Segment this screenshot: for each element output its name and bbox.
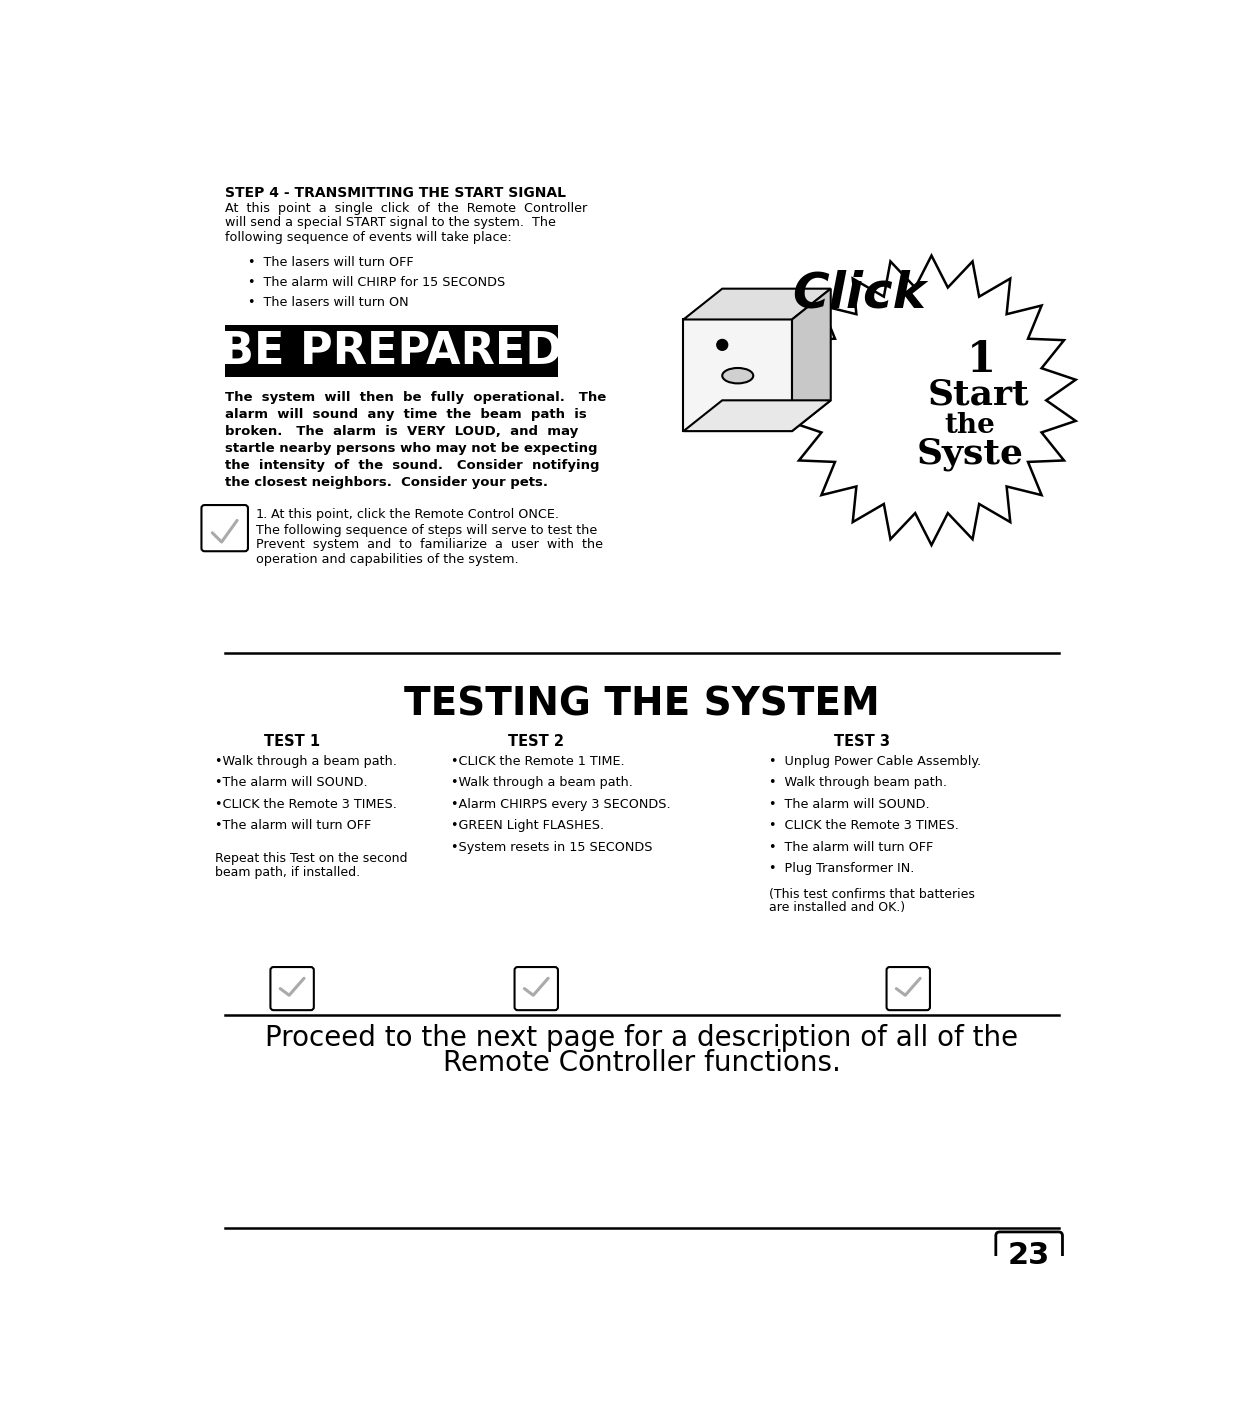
Text: •CLICK the Remote 1 TIME.: •CLICK the Remote 1 TIME. (451, 755, 625, 768)
Text: are installed and OK.): are installed and OK.) (769, 900, 905, 914)
Text: Repeat this Test on the second: Repeat this Test on the second (214, 852, 407, 865)
Text: At this point, click the Remote Control ONCE.: At this point, click the Remote Control … (272, 508, 560, 521)
Text: 23: 23 (1008, 1242, 1050, 1270)
Polygon shape (684, 401, 831, 432)
Text: The  system  will  then  be  fully  operational.   The: The system will then be fully operationa… (224, 391, 606, 404)
Text: startle nearby persons who may not be expecting: startle nearby persons who may not be ex… (224, 442, 597, 454)
Text: TEST 3: TEST 3 (834, 734, 890, 749)
Text: BE PREPARED: BE PREPARED (220, 330, 562, 373)
Text: •  CLICK the Remote 3 TIMES.: • CLICK the Remote 3 TIMES. (769, 820, 959, 832)
Polygon shape (684, 289, 831, 319)
FancyBboxPatch shape (515, 967, 558, 1010)
Text: •  Walk through beam path.: • Walk through beam path. (769, 776, 947, 789)
Text: following sequence of events will take place:: following sequence of events will take p… (224, 231, 512, 244)
Circle shape (717, 340, 727, 350)
Ellipse shape (722, 368, 754, 384)
Text: alarm  will  sound  any  time  the  beam  path  is: alarm will sound any time the beam path … (224, 408, 586, 420)
FancyBboxPatch shape (270, 967, 314, 1010)
Text: •  Plug Transformer IN.: • Plug Transformer IN. (769, 862, 914, 875)
Text: •GREEN Light FLASHES.: •GREEN Light FLASHES. (451, 820, 605, 832)
Text: •Alarm CHIRPS every 3 SECONDS.: •Alarm CHIRPS every 3 SECONDS. (451, 797, 671, 811)
Text: •The alarm will turn OFF: •The alarm will turn OFF (214, 820, 371, 832)
Text: •System resets in 15 SECONDS: •System resets in 15 SECONDS (451, 841, 652, 854)
Text: Prevent  system  and  to  familiarize  a  user  with  the: Prevent system and to familiarize a user… (255, 538, 602, 552)
Text: The following sequence of steps will serve to test the: The following sequence of steps will ser… (255, 523, 597, 536)
Text: •  The alarm will SOUND.: • The alarm will SOUND. (769, 797, 929, 811)
Text: STEP 4 - TRANSMITTING THE START SIGNAL: STEP 4 - TRANSMITTING THE START SIGNAL (224, 186, 566, 200)
Text: Remote Controller functions.: Remote Controller functions. (443, 1048, 840, 1077)
Polygon shape (788, 255, 1075, 545)
Text: the closest neighbors.  Consider your pets.: the closest neighbors. Consider your pet… (224, 476, 547, 488)
Text: •  Unplug Power Cable Assembly.: • Unplug Power Cable Assembly. (769, 755, 980, 768)
Text: the: the (945, 412, 995, 439)
Text: TESTING THE SYSTEM: TESTING THE SYSTEM (404, 686, 879, 724)
Text: Start: Start (928, 377, 1029, 411)
Text: the  intensity  of  the  sound.   Consider  notifying: the intensity of the sound. Consider not… (224, 459, 600, 471)
Text: Click: Click (793, 270, 926, 317)
Text: •  The lasers will turn OFF: • The lasers will turn OFF (248, 255, 413, 268)
Text: •The alarm will SOUND.: •The alarm will SOUND. (214, 776, 367, 789)
Text: •Walk through a beam path.: •Walk through a beam path. (214, 755, 397, 768)
Text: TEST 2: TEST 2 (508, 734, 565, 749)
Polygon shape (793, 289, 831, 432)
Text: Syste: Syste (916, 437, 1024, 471)
Text: •  The alarm will turn OFF: • The alarm will turn OFF (769, 841, 933, 854)
Text: Proceed to the next page for a description of all of the: Proceed to the next page for a descripti… (265, 1024, 1018, 1053)
FancyBboxPatch shape (886, 967, 930, 1010)
FancyBboxPatch shape (202, 505, 248, 552)
Text: will send a special START signal to the system.  The: will send a special START signal to the … (224, 216, 556, 230)
FancyBboxPatch shape (995, 1232, 1063, 1280)
Text: •Walk through a beam path.: •Walk through a beam path. (451, 776, 632, 789)
Text: (This test confirms that batteries: (This test confirms that batteries (769, 888, 974, 900)
Text: •CLICK the Remote 3 TIMES.: •CLICK the Remote 3 TIMES. (214, 797, 397, 811)
Text: broken.   The  alarm  is  VERY  LOUD,  and  may: broken. The alarm is VERY LOUD, and may (224, 425, 578, 437)
FancyBboxPatch shape (224, 325, 558, 377)
Text: At  this  point  a  single  click  of  the  Remote  Controller: At this point a single click of the Remo… (224, 202, 587, 214)
Text: operation and capabilities of the system.: operation and capabilities of the system… (255, 553, 518, 566)
Text: 1: 1 (968, 339, 997, 381)
Text: •  The lasers will turn ON: • The lasers will turn ON (248, 295, 408, 309)
Polygon shape (684, 319, 793, 432)
Text: 1.: 1. (255, 508, 268, 521)
Text: beam path, if installed.: beam path, if installed. (214, 866, 359, 879)
Text: TEST 1: TEST 1 (264, 734, 321, 749)
Text: •  The alarm will CHIRP for 15 SECONDS: • The alarm will CHIRP for 15 SECONDS (248, 275, 506, 289)
